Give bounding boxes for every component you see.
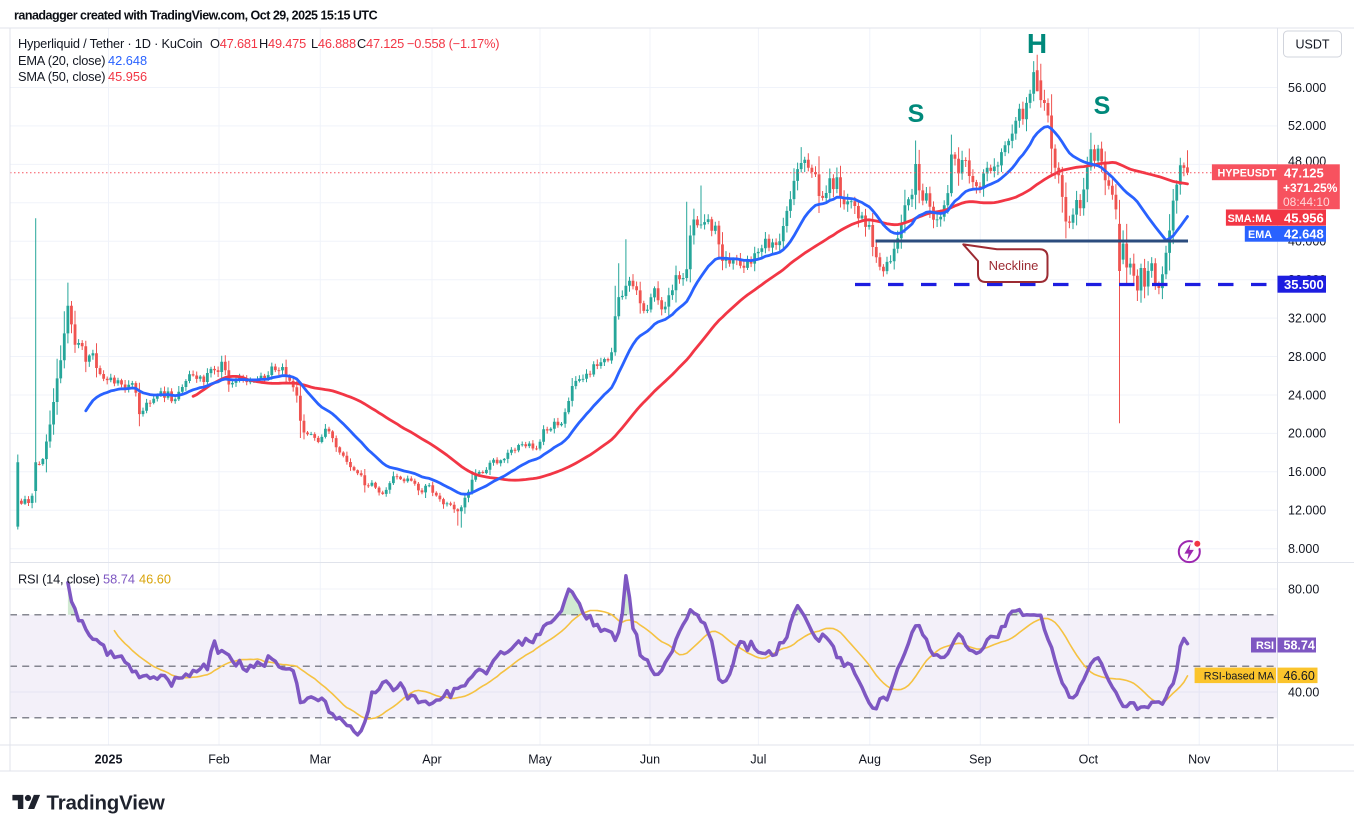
svg-text:28.000: 28.000: [1288, 350, 1326, 364]
svg-text:42.648: 42.648: [108, 53, 147, 68]
svg-text:8.000: 8.000: [1288, 542, 1319, 556]
svg-text:08:44:10: 08:44:10: [1283, 195, 1330, 209]
svg-text:−0.558 (−1.17%): −0.558 (−1.17%): [407, 36, 499, 51]
svg-text:24.000: 24.000: [1288, 388, 1326, 402]
svg-text:+371.25%: +371.25%: [1283, 181, 1338, 195]
svg-text:S: S: [908, 100, 925, 128]
svg-text:47.125: 47.125: [1284, 166, 1324, 181]
svg-text:45.956: 45.956: [108, 69, 147, 84]
svg-text:Nov: Nov: [1188, 753, 1211, 767]
svg-text:TradingView: TradingView: [47, 792, 165, 815]
svg-text:H49.475: H49.475: [259, 36, 306, 51]
svg-text:42.648: 42.648: [1284, 227, 1324, 242]
svg-text:12.000: 12.000: [1288, 504, 1326, 518]
svg-text:EMA (20, close): EMA (20, close): [18, 53, 105, 68]
svg-text:Jul: Jul: [750, 753, 766, 767]
svg-text:O47.681: O47.681: [210, 36, 258, 51]
svg-text:RSI: RSI: [1256, 640, 1274, 652]
svg-text:Oct: Oct: [1079, 753, 1099, 767]
svg-text:S: S: [1094, 92, 1111, 120]
svg-text:Hyperliquid / Tether · 1D · Ku: Hyperliquid / Tether · 1D · KuCoin: [18, 36, 202, 51]
svg-text:Aug: Aug: [859, 753, 881, 767]
svg-text:Feb: Feb: [208, 753, 230, 767]
svg-text:46.60: 46.60: [139, 572, 171, 587]
svg-text:Sep: Sep: [969, 753, 991, 767]
svg-text:56.000: 56.000: [1288, 81, 1326, 95]
svg-text:C47.125: C47.125: [357, 36, 404, 51]
svg-text:80.00: 80.00: [1288, 582, 1319, 596]
svg-text:ranadagger created with Tradin: ranadagger created with TradingView.com,…: [14, 9, 378, 23]
svg-text:58.74: 58.74: [1284, 639, 1315, 653]
svg-text:USDT: USDT: [1295, 38, 1329, 52]
svg-text:HYPEUSDT: HYPEUSDT: [1218, 168, 1277, 180]
svg-text:Apr: Apr: [422, 753, 441, 767]
svg-text:Jun: Jun: [640, 753, 660, 767]
svg-text:May: May: [528, 753, 552, 767]
svg-text:32.000: 32.000: [1288, 311, 1326, 325]
svg-text:Mar: Mar: [310, 753, 332, 767]
svg-text:SMA (50, close): SMA (50, close): [18, 69, 105, 84]
svg-text:58.74: 58.74: [103, 572, 135, 587]
svg-text:EMA: EMA: [1248, 229, 1272, 241]
svg-text:35.500: 35.500: [1284, 277, 1324, 292]
svg-text:20.000: 20.000: [1288, 427, 1326, 441]
svg-text:L46.888: L46.888: [311, 36, 356, 51]
svg-text:Neckline: Neckline: [989, 258, 1039, 273]
svg-text:2025: 2025: [95, 753, 123, 767]
svg-text:46.60: 46.60: [1284, 669, 1315, 683]
svg-text:16.000: 16.000: [1288, 465, 1326, 479]
svg-text:40.00: 40.00: [1288, 685, 1319, 699]
svg-text:RSI (14, close): RSI (14, close): [18, 572, 100, 587]
svg-text:RSI-based MA: RSI-based MA: [1204, 670, 1275, 682]
svg-text:52.000: 52.000: [1288, 119, 1326, 133]
svg-text:45.956: 45.956: [1284, 210, 1324, 225]
svg-text:H: H: [1027, 28, 1047, 59]
svg-text:SMA:MA: SMA:MA: [1228, 213, 1273, 225]
